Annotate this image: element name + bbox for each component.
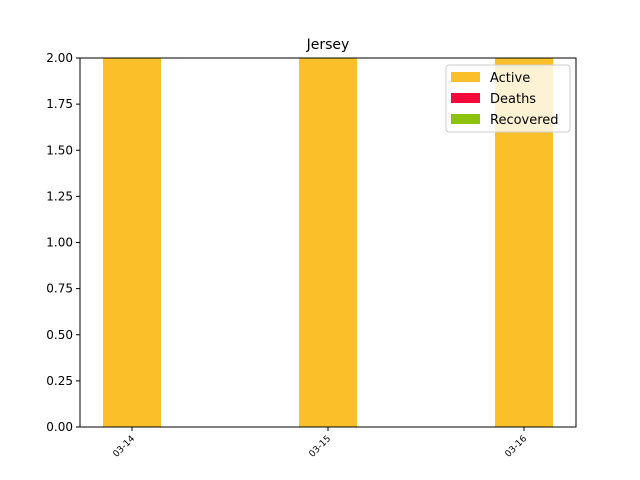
y-tick-label: 0.25 bbox=[46, 374, 73, 388]
y-tick-label: 0.00 bbox=[46, 420, 73, 434]
x-tick-label: 03-15 bbox=[308, 434, 334, 460]
y-tick-label: 1.25 bbox=[46, 189, 73, 203]
legend-swatch-deaths bbox=[451, 93, 480, 103]
bar-active-03-15 bbox=[299, 58, 357, 427]
y-tick-label: 0.75 bbox=[46, 282, 73, 296]
legend-label-deaths: Deaths bbox=[490, 92, 536, 107]
legend: Active Deaths Recovered bbox=[445, 64, 571, 133]
chart-title: Jersey bbox=[306, 37, 350, 53]
plot-frame bbox=[79, 57, 577, 428]
legend-swatch-active bbox=[451, 72, 480, 82]
y-tick-label: 0.50 bbox=[46, 328, 73, 342]
legend-swatch-recovered bbox=[451, 114, 480, 124]
x-axis: 03-14 03-15 03-16 bbox=[112, 427, 530, 460]
y-tick-label: 1.75 bbox=[46, 97, 73, 111]
y-tick-label: 1.50 bbox=[46, 143, 73, 157]
bar-active-03-14 bbox=[103, 58, 161, 427]
y-tick-label: 1.00 bbox=[46, 236, 73, 250]
y-axis: 0.00 0.25 0.50 0.75 1.00 1.25 1.50 1.75 2.00 bbox=[46, 51, 80, 434]
x-tick-label: 03-14 bbox=[112, 434, 138, 460]
y-tick-label: 2.00 bbox=[46, 51, 73, 65]
legend-label-active: Active bbox=[490, 71, 530, 86]
legend-label-recovered: Recovered bbox=[490, 113, 559, 128]
x-tick-label: 03-16 bbox=[504, 434, 530, 460]
